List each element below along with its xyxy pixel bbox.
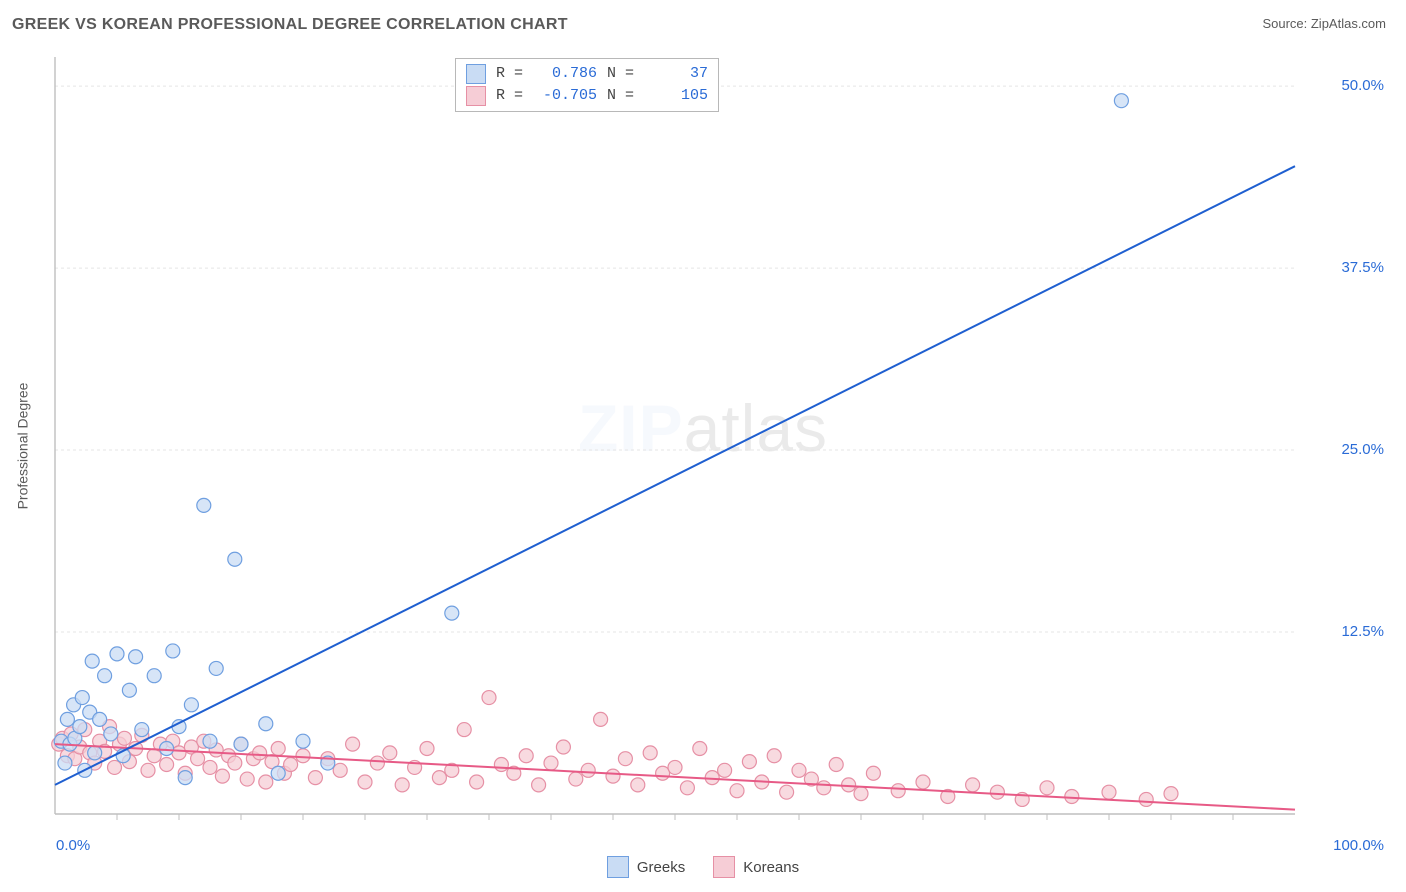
legend-label-korean: Koreans [743, 859, 799, 876]
swatch-greek-icon [607, 856, 629, 878]
y-tick-label: 50.0% [1341, 77, 1384, 94]
n-label: N = [607, 63, 634, 85]
r-value-greek: 0.786 [533, 63, 597, 85]
legend-label-greek: Greeks [637, 859, 685, 876]
y-tick-label: 12.5% [1341, 623, 1384, 640]
y-tick-label: 25.0% [1341, 441, 1384, 458]
source-link[interactable]: ZipAtlas.com [1311, 16, 1386, 31]
chart-source: Source: ZipAtlas.com [1262, 16, 1386, 31]
n-value-korean: 105 [644, 85, 708, 107]
n-label: N = [607, 85, 634, 107]
r-label: R = [496, 63, 523, 85]
y-axis-label: Professional Degree [15, 383, 31, 510]
chart-container: GREEK VS KOREAN PROFESSIONAL DEGREE CORR… [0, 0, 1406, 892]
correlation-row-greek: R = 0.786 N = 37 [466, 63, 708, 85]
x-tick-right: 100.0% [1333, 837, 1384, 854]
swatch-korean-icon [466, 86, 486, 106]
correlation-legend: R = 0.786 N = 37 R = -0.705 N = 105 [455, 58, 719, 112]
swatch-greek-icon [466, 64, 486, 84]
x-tick-left: 0.0% [56, 837, 90, 854]
n-value-greek: 37 [644, 63, 708, 85]
source-prefix: Source: [1262, 16, 1310, 31]
legend-item-korean[interactable]: Koreans [713, 856, 799, 878]
series-legend: Greeks Koreans [0, 856, 1406, 878]
r-label: R = [496, 85, 523, 107]
chart-title: GREEK VS KOREAN PROFESSIONAL DEGREE CORR… [12, 16, 568, 34]
y-tick-label: 37.5% [1341, 259, 1384, 276]
correlation-row-korean: R = -0.705 N = 105 [466, 85, 708, 107]
r-value-korean: -0.705 [533, 85, 597, 107]
scatter-plot [50, 52, 1350, 832]
legend-item-greek[interactable]: Greeks [607, 856, 685, 878]
swatch-korean-icon [713, 856, 735, 878]
